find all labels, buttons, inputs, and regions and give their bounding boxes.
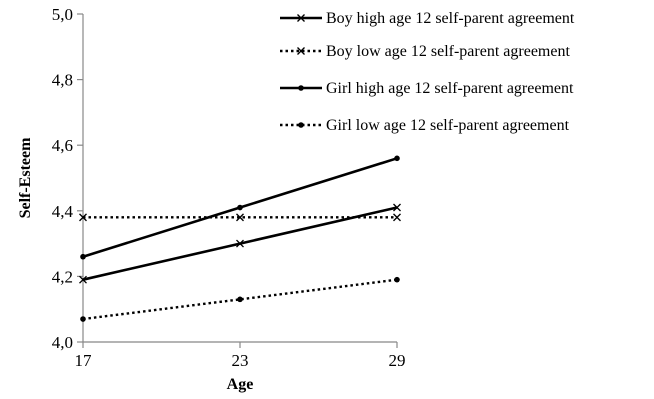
y-tick-label: 4,8	[52, 71, 73, 90]
legend-marker	[297, 14, 305, 22]
axes	[77, 13, 398, 348]
y-axis-title: Self-Esteem	[17, 137, 34, 219]
y-tick-label: 5,0	[52, 5, 73, 24]
legend-item: Girl low age 12 self-parent agreement	[280, 117, 570, 134]
legend-label: Boy low age 12 self-parent agreement	[326, 43, 570, 60]
x-tick-label: 23	[232, 351, 249, 370]
legend-item: Boy low age 12 self-parent agreement	[280, 43, 570, 60]
legend: Boy high age 12 self-parent agreement Boy…	[280, 10, 575, 134]
data-point	[393, 203, 401, 212]
data-point	[237, 204, 243, 211]
x-tick-label: 17	[75, 351, 93, 370]
legend-label: Girl low age 12 self-parent agreement	[326, 117, 570, 134]
data-point	[393, 213, 401, 222]
y-tick-label: 4,0	[52, 333, 73, 352]
legend-marker	[298, 122, 304, 128]
legend-marker	[297, 47, 305, 55]
data-point	[236, 213, 244, 222]
data-point	[80, 253, 86, 260]
data-point	[79, 275, 87, 284]
data-point	[236, 239, 244, 248]
data-point	[80, 316, 86, 322]
x-tick-label: 29	[389, 351, 406, 370]
y-tick-label: 4,6	[52, 136, 73, 155]
data-point	[237, 296, 243, 303]
legend-item: Girl high age 12 self-parent agreement	[280, 80, 574, 97]
legend-item: Boy high age 12 self-parent agreement	[280, 10, 575, 27]
y-tick-label: 4,4	[52, 202, 74, 221]
data-point	[394, 155, 400, 162]
legend-label: Boy high age 12 self-parent agreement	[326, 10, 575, 27]
data-point	[79, 213, 87, 222]
legend-marker	[298, 85, 304, 91]
y-tick-label: 4,2	[52, 267, 73, 286]
series-lines	[79, 155, 401, 322]
x-axis-title: Age	[227, 376, 254, 393]
tick-labels: 4,0 4,2 4,4 4,6 4,8 5,0 17 23 29	[52, 5, 406, 370]
legend-label: Girl high age 12 self-parent agreement	[326, 80, 574, 97]
data-point	[394, 276, 400, 283]
